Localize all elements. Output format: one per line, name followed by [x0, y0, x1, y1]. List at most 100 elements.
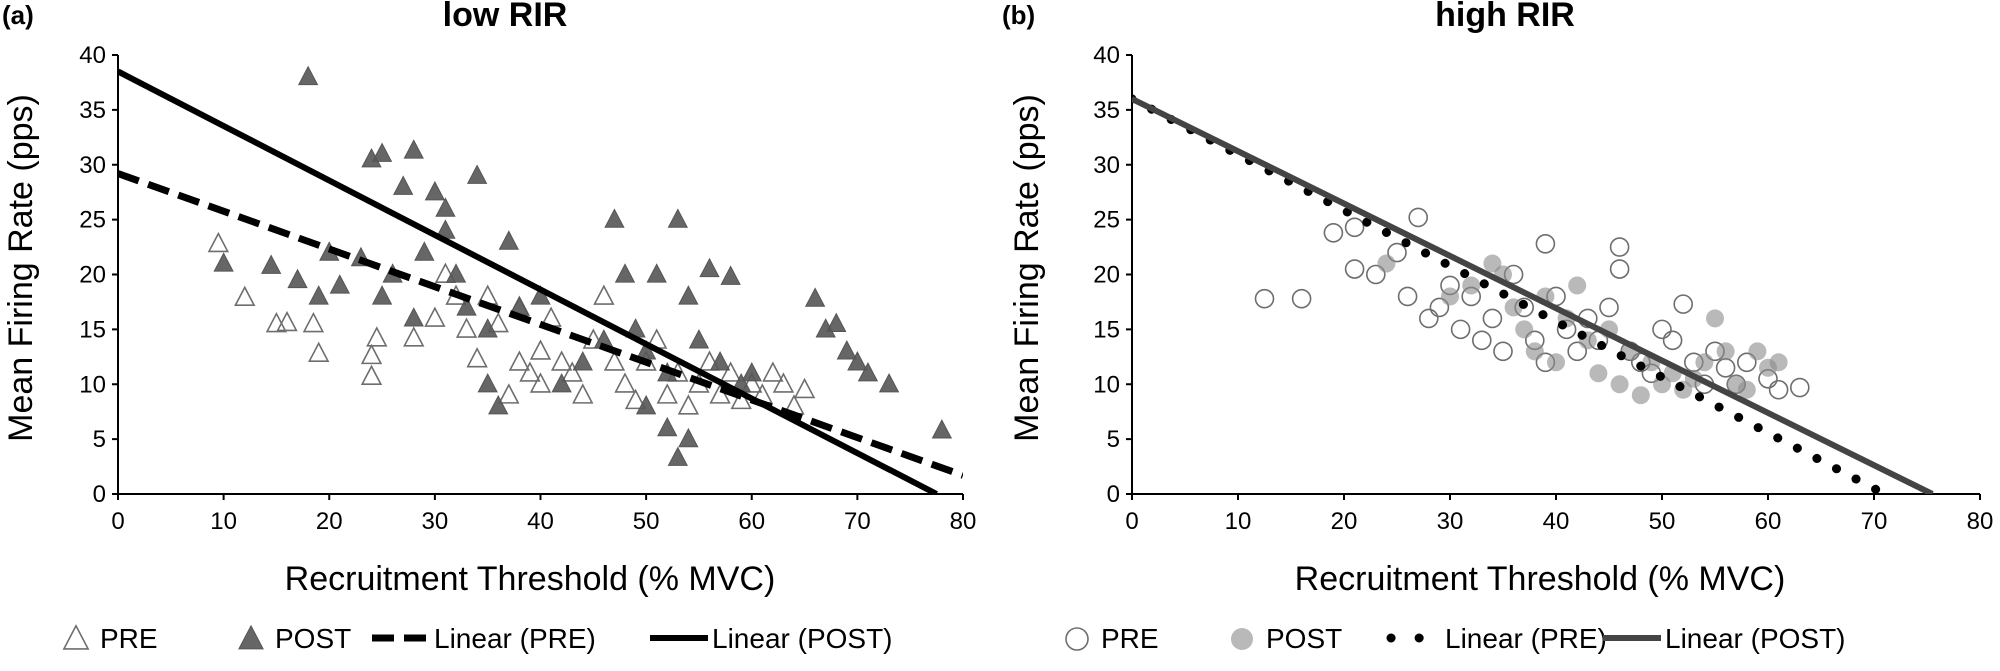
y-tick-label: 35	[79, 97, 106, 124]
data-point	[1737, 380, 1756, 399]
x-tick-label: 0	[111, 508, 124, 535]
data-point	[393, 175, 414, 195]
panel-label: (b)	[1002, 0, 1035, 30]
data-point	[1610, 375, 1629, 394]
data-point	[604, 208, 625, 228]
data-point	[1567, 341, 1587, 362]
x-tick-label: 20	[1331, 508, 1358, 535]
data-point	[488, 394, 509, 415]
x-axis-label: Recruitment Threshold (% MVC)	[285, 560, 776, 598]
data-point	[302, 311, 325, 333]
panel-high-rir: (b) high RIR Mean Firing Rate (pps) Recr…	[1002, 0, 1993, 654]
y-tick-label: 0	[93, 481, 106, 508]
trendline-solid	[118, 68, 938, 494]
data-point	[260, 254, 282, 274]
data-point	[1441, 287, 1459, 306]
data-point	[403, 307, 424, 327]
x-tick-label: 50	[633, 508, 660, 535]
data-point	[1609, 259, 1630, 279]
data-point	[435, 197, 456, 217]
data-point	[234, 285, 256, 306]
x-tick-label: 40	[527, 508, 554, 535]
y-tick-label: 10	[1093, 371, 1120, 398]
data-point	[1673, 294, 1693, 314]
legend-label: Linear (PRE)	[1445, 623, 1607, 654]
legend-label: Linear (PRE)	[434, 623, 596, 654]
y-tick-label: 25	[79, 207, 106, 234]
data-point	[699, 257, 720, 278]
data-point	[529, 372, 552, 393]
data-point	[1323, 222, 1344, 243]
x-axis-label: Recruitment Threshold (% MVC)	[1295, 560, 1786, 598]
data-point	[1493, 341, 1513, 362]
data-point	[741, 372, 763, 393]
data-point	[635, 394, 657, 415]
x-tick-label: 40	[1543, 508, 1570, 535]
data-point	[477, 372, 498, 393]
data-point	[498, 230, 519, 250]
data-point	[308, 341, 330, 362]
data-point	[287, 268, 308, 289]
data-point	[1609, 237, 1630, 257]
legend-entry: Linear (PRE)	[372, 623, 596, 654]
data-point	[1706, 309, 1724, 328]
data-point	[572, 383, 594, 404]
data-point	[360, 343, 383, 365]
y-tick-label: 0	[1107, 481, 1120, 508]
data-point	[741, 361, 762, 382]
plot-area: 0 10 20 30 40 50 60 70 80 0 5 10 15 20 25 30 35 40	[1093, 42, 1993, 535]
y-tick-label: 5	[93, 426, 106, 453]
data-point	[1568, 276, 1587, 295]
data-point	[508, 350, 531, 371]
data-point	[371, 285, 393, 305]
data-point	[678, 427, 699, 448]
data-point	[1344, 259, 1365, 279]
data-point	[1450, 319, 1471, 340]
legend-label: Linear (POST)	[1665, 623, 1846, 654]
y-tick-label: 20	[1093, 262, 1120, 289]
data-point	[1769, 353, 1788, 372]
data-point	[709, 351, 731, 371]
legend-swatch	[238, 624, 264, 650]
y-axis-label: Mean Firing Rate (pps)	[1008, 94, 1046, 442]
data-point	[466, 164, 488, 184]
data-point	[677, 394, 700, 415]
x-tick-label: 80	[1967, 508, 1994, 535]
data-point	[826, 312, 847, 333]
data-point	[297, 65, 319, 86]
data-point	[371, 142, 393, 162]
data-point	[603, 350, 626, 371]
data-point	[1652, 319, 1672, 340]
legend: PRE POST Linear (PRE) Linear (POST)	[1065, 623, 1846, 654]
y-tick-label: 40	[79, 42, 106, 69]
x-tick-label: 10	[210, 508, 237, 535]
y-tick-label: 5	[1107, 426, 1120, 453]
y-tick-label: 40	[1093, 42, 1120, 69]
data-point	[614, 263, 636, 283]
x-tick-label: 60	[738, 508, 765, 535]
data-point	[551, 372, 572, 393]
x-tick-label: 80	[950, 508, 977, 535]
data-point	[572, 351, 593, 371]
y-tick-label: 30	[79, 152, 106, 179]
data-point	[1790, 377, 1810, 398]
legend: PRE POST Linear (PRE) Linear (POST)	[62, 623, 893, 654]
y-tick-label: 15	[79, 316, 106, 343]
data-point	[762, 361, 784, 382]
data-point	[366, 326, 388, 347]
data-point	[265, 311, 288, 333]
data-point	[1515, 320, 1534, 339]
panel-low-rir: (a) low RIR Mean Firing Rate (pps) Recru…	[2, 0, 976, 654]
data-point	[434, 262, 457, 283]
y-tick-label: 20	[79, 262, 106, 289]
data-point	[646, 263, 667, 283]
data-point	[656, 383, 678, 404]
legend-entry: POST	[238, 623, 351, 654]
data-point	[1525, 342, 1544, 361]
data-point	[1387, 242, 1407, 263]
data-point	[1768, 379, 1789, 400]
data-point	[772, 372, 795, 393]
data-point	[403, 326, 425, 347]
data-point	[1599, 297, 1619, 318]
